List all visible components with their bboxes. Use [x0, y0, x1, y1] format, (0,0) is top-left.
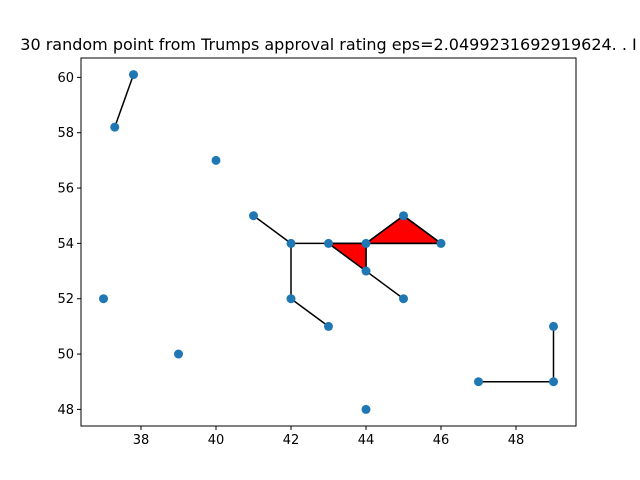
y-tick-label: 56	[57, 182, 74, 197]
data-point	[174, 349, 183, 359]
x-tick-label: 44	[358, 433, 375, 448]
edge-line	[365, 270, 404, 300]
edges-layer	[114, 74, 555, 383]
x-tick-label: 46	[433, 433, 450, 448]
data-point	[324, 321, 333, 331]
data-point	[286, 238, 296, 248]
data-point	[399, 294, 408, 304]
edge-line	[365, 215, 404, 244]
chart-title: 30 random point from Trumps approval rat…	[20, 35, 636, 54]
x-tick-label: 38	[133, 433, 150, 448]
data-point	[211, 155, 221, 165]
y-tick-label: 54	[57, 237, 74, 252]
y-tick-label: 58	[57, 126, 74, 141]
data-point	[361, 404, 371, 414]
data-point	[436, 238, 446, 248]
data-point	[110, 122, 120, 132]
y-tick-label: 60	[57, 71, 74, 86]
data-point	[549, 377, 558, 387]
x-tick-label: 48	[508, 433, 525, 448]
data-point	[399, 211, 408, 221]
x-tick-label: 40	[208, 433, 225, 448]
edge-line	[290, 298, 329, 327]
edge-line	[253, 215, 292, 244]
points-layer	[99, 70, 558, 414]
edge-line	[403, 215, 442, 244]
data-point	[129, 70, 138, 80]
data-point	[361, 238, 371, 248]
data-point	[249, 211, 258, 221]
data-point	[286, 294, 296, 304]
edge-line	[328, 242, 367, 272]
data-point	[324, 238, 333, 248]
data-point	[99, 294, 108, 304]
edge-line	[114, 74, 135, 128]
data-point	[474, 377, 483, 387]
x-tick-label: 42	[283, 433, 300, 448]
y-tick-label: 50	[57, 348, 74, 363]
data-point	[361, 266, 371, 276]
data-point	[549, 321, 558, 331]
axes-layer: 38 40 42 44 46 48 48 50 52 54 56 58 60	[57, 57, 577, 448]
plot-frame	[80, 57, 577, 427]
y-tick-label: 48	[57, 403, 74, 418]
y-tick-label: 52	[57, 292, 74, 307]
